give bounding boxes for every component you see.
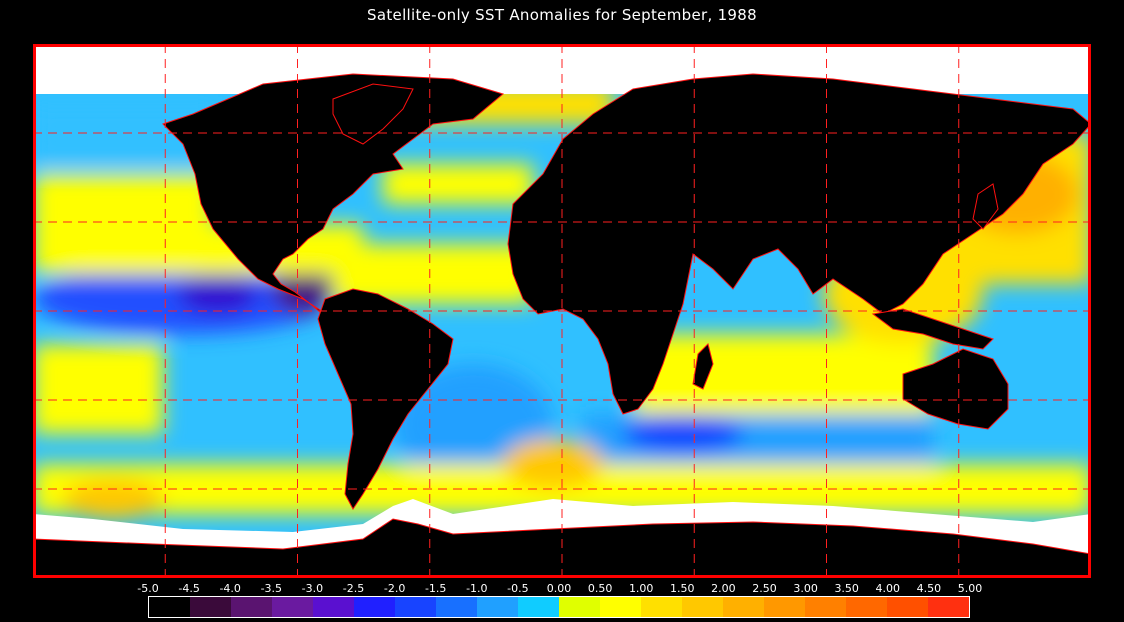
maritime-continent (871, 308, 994, 350)
cold-core-coastal (273, 264, 333, 314)
legend-tick-label: -1.5 (424, 582, 447, 595)
legend-tick-label: 4.00 (875, 582, 901, 595)
legend-swatch (354, 597, 395, 617)
greenland (332, 83, 414, 145)
africa-eurasia (507, 73, 1091, 415)
legend-swatch (477, 597, 518, 617)
legend-swatch (272, 597, 313, 617)
legend-tick-label: 1.50 (670, 582, 695, 595)
map-title: Satellite-only SST Anomalies for Septemb… (367, 6, 757, 24)
legend-swatch (723, 597, 764, 617)
antarctica (33, 518, 1091, 578)
legend-swatch (600, 597, 641, 617)
legend-swatch (928, 597, 969, 617)
legend-tick-label: 5.00 (957, 582, 983, 595)
sst-anomaly-map (33, 44, 1091, 578)
legend-tick-label: -4.0 (219, 582, 241, 595)
legend-tick-label: 3.00 (793, 582, 818, 595)
legend-tick-label: -4.5 (178, 582, 200, 595)
legend-colorbar (148, 596, 970, 618)
legend-tick-label: -5.0 (137, 582, 159, 595)
warm-band-n-atlantic (383, 164, 533, 204)
legend-tick-label: 0.00 (546, 582, 572, 595)
legend-tick-label: -2.0 (383, 582, 406, 595)
legend-tick-label: 0.50 (587, 582, 613, 595)
legend-swatch (559, 597, 600, 617)
legend-tick-label: 3.50 (834, 582, 859, 595)
legend-swatch (805, 597, 846, 617)
warm-core-subantarctic (503, 439, 603, 489)
legend-tick-label: 2.00 (711, 582, 736, 595)
legend-tick-label: -0.5 (507, 582, 529, 595)
legend-swatch (313, 597, 354, 617)
map-border (33, 44, 1091, 578)
warm-band-s-pacific (33, 344, 163, 434)
legend-tick-labels: -5.0 -4.5 -4.0 -3.5 -3.0 -2.5 -2.0 -1.5 -1.0 -0.5… (137, 582, 982, 596)
warm-band-indian (633, 334, 933, 414)
legend-swatch (436, 597, 477, 617)
south-america (317, 288, 454, 510)
legend-swatch (190, 597, 231, 617)
legend-swatch (149, 597, 190, 617)
legend-swatch (682, 597, 723, 617)
legend-swatch (395, 597, 436, 617)
legend-swatch (846, 597, 887, 617)
legend-tick-label: 4.50 (916, 582, 942, 595)
north-america (162, 73, 505, 320)
legend-tick-label: 2.50 (752, 582, 777, 595)
legend-swatch (887, 597, 928, 617)
legend-swatch (641, 597, 682, 617)
legend-tick-label: 1.00 (628, 582, 654, 595)
legend-tick-label: -1.0 (466, 582, 488, 595)
legend-swatch (764, 597, 805, 617)
legend-tick-label: -3.0 (301, 582, 324, 595)
map-canvas (33, 44, 1091, 578)
australia (902, 348, 1009, 430)
cold-core-e-pacific (178, 274, 258, 314)
graticule (33, 44, 1091, 578)
warm-core-s-pacific (63, 479, 163, 519)
legend-swatch (518, 597, 559, 617)
anomaly-fields (33, 84, 1091, 519)
cold-core-southern (623, 416, 743, 452)
land (33, 73, 1091, 578)
legend-swatch (231, 597, 272, 617)
japan (972, 183, 999, 230)
legend-tick-label: -2.5 (342, 582, 365, 595)
legend-tick-label: -3.5 (260, 582, 283, 595)
